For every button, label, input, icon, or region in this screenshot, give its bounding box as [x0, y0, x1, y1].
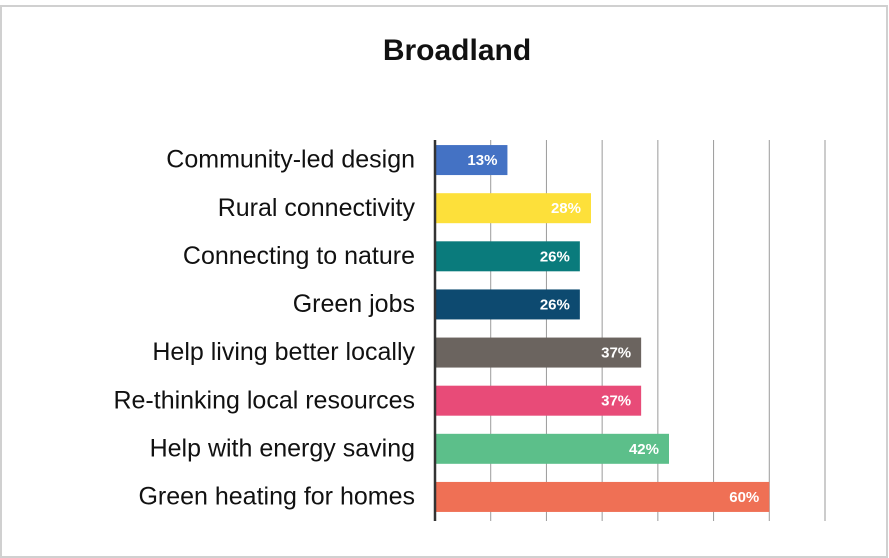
- bar: [435, 385, 642, 416]
- bar: [435, 481, 770, 512]
- y-tick-label: Green jobs: [293, 290, 415, 318]
- y-tick-label: Connecting to nature: [183, 242, 415, 270]
- y-tick-label: Green heating for homes: [138, 483, 415, 511]
- value-label: 26%: [540, 248, 570, 265]
- value-label: 37%: [601, 393, 631, 410]
- bar: [435, 337, 642, 368]
- chart-title: Broadland: [383, 34, 531, 67]
- y-tick-label: Help living better locally: [152, 338, 415, 366]
- value-label: 13%: [467, 152, 497, 169]
- value-label: 60%: [729, 489, 759, 506]
- y-tick-label: Rural connectivity: [218, 194, 416, 222]
- bar: [435, 193, 591, 224]
- frame: [0, 5, 888, 558]
- y-tick-label: Help with energy saving: [150, 434, 415, 462]
- bar: [435, 241, 580, 272]
- value-label: 37%: [601, 345, 631, 362]
- y-tick-label: Community-led design: [166, 146, 415, 174]
- value-label: 28%: [551, 200, 581, 217]
- bar: [435, 433, 669, 464]
- value-label: 26%: [540, 296, 570, 313]
- bar: [435, 289, 580, 320]
- bar: [435, 145, 508, 176]
- value-label: 42%: [629, 441, 659, 458]
- y-tick-label: Re-thinking local resources: [113, 386, 415, 414]
